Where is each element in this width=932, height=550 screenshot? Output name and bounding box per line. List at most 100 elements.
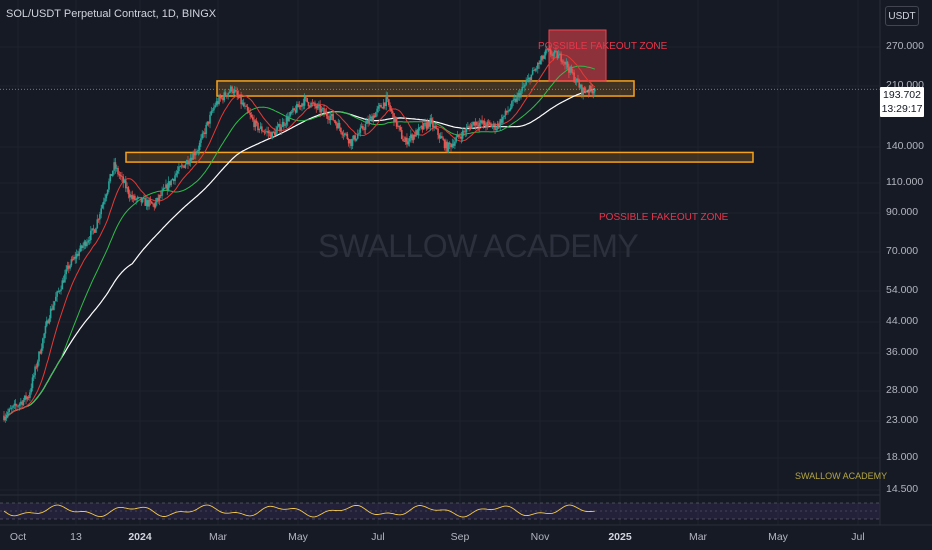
candle-body [299,105,302,107]
candle-body [349,139,351,144]
price-label: 90.000 [886,206,919,218]
candle-body [329,116,332,121]
candle-body [152,203,154,205]
candle-body [171,179,174,181]
candle-body [478,122,481,127]
candle-body [517,93,520,96]
price-label: 44.000 [886,315,919,327]
candle-body [123,180,126,183]
candle-body [353,135,355,140]
candle-body [26,396,29,400]
candle-body [571,72,574,74]
price-label: 270.000 [886,40,924,52]
candle-body [323,108,325,113]
candle-body [286,117,289,122]
candle-body [169,181,171,186]
candle-body [38,351,40,362]
candle-body [551,54,553,56]
candle-body [183,165,185,168]
candle-body [271,131,274,139]
candle-body [236,91,239,96]
candle-body [255,120,258,124]
candle-body [560,53,562,62]
candle-body [562,61,565,63]
time-label: Nov [530,531,550,543]
candle-body [388,99,390,106]
candle-body [132,195,135,200]
candle-body [459,136,461,138]
candle-body [575,78,578,82]
candle-body [584,90,587,92]
candle-body [96,219,99,228]
candle-body [538,62,540,65]
candle-body [461,130,464,139]
candle-body [438,135,441,139]
candle-body [591,89,594,94]
candle-body [39,351,42,354]
candle-body [476,121,478,126]
candle-body [148,199,150,207]
candle-body [463,130,465,132]
candle-body [61,280,64,290]
candle-body [10,407,13,409]
candle-body [311,102,314,104]
candle-body [16,405,18,407]
candle-body [569,66,572,73]
candle-body [400,130,403,139]
candle-body [417,127,420,136]
candle-body [590,85,592,90]
candle-body [411,134,413,141]
candle-body [495,128,498,130]
candle-body [65,269,67,275]
candle-body [246,106,249,111]
candle-body [578,82,581,88]
candle-body [535,68,538,70]
candle-body [179,166,182,168]
time-label: 2025 [608,531,632,543]
candle-body [113,162,115,171]
time-label: Mar [208,531,228,543]
candle-body [522,86,525,88]
candle-body [583,87,586,91]
candle-body [228,91,231,94]
candle-body [197,150,200,151]
candle-body [250,114,253,118]
candle-body [90,230,92,240]
candle-body [92,228,95,230]
currency-button[interactable]: USDT [885,6,919,26]
candle-body [284,124,286,126]
candle-body [64,274,66,283]
candle-body [188,162,191,165]
candle-body [318,104,320,106]
candle-body [525,81,527,85]
candle-body [109,174,112,182]
candle-body [29,392,31,398]
candle-body [360,125,363,128]
candle-body [375,112,377,118]
candle-body [149,199,152,202]
candle-body [390,109,393,112]
candle-body [110,174,113,176]
candle-body [154,202,157,208]
candle-body [178,166,180,172]
symbol-title[interactable]: SOL/USDT Perpetual Contract, 1D, BINGX [6,8,217,20]
candle-body [48,318,51,324]
candle-body [389,105,391,110]
candle-body [437,128,439,136]
candle-body [454,141,456,146]
candle-body [490,123,492,128]
candle-body [485,125,487,127]
candle-body [257,123,259,131]
candle-body [277,123,280,127]
candle-body [258,128,261,131]
candle-body [404,137,407,142]
candle-body [121,176,123,177]
candle-body [184,164,187,168]
candle-body [439,136,442,139]
candle-body [594,89,596,92]
candle-body [442,138,445,140]
candle-body [159,194,162,196]
candle-body [527,77,530,80]
candle-body [413,134,416,137]
